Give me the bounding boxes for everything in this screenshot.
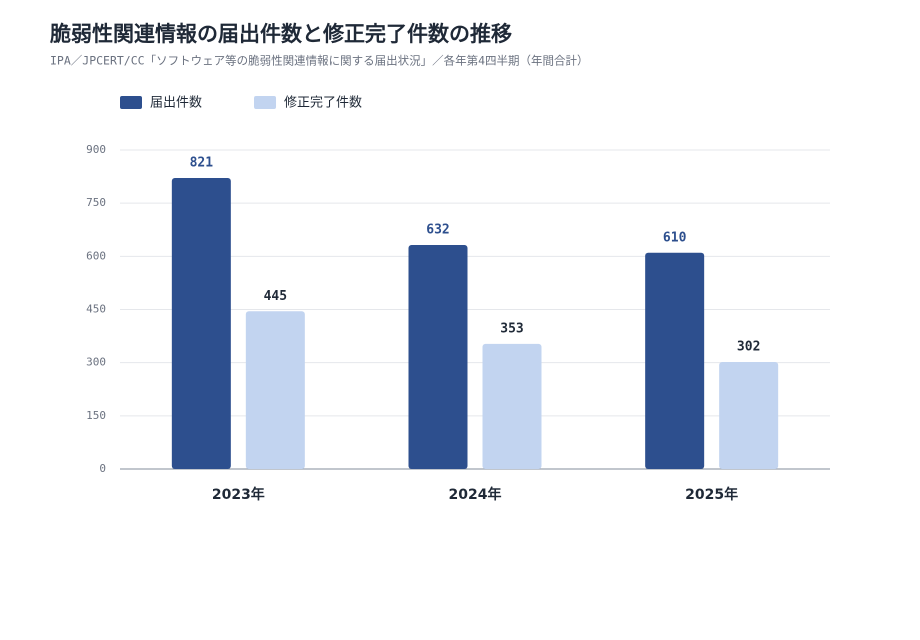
y-tick-label: 150: [86, 409, 106, 422]
y-tick-label: 900: [86, 143, 106, 156]
bar: [245, 311, 305, 469]
legend-swatch: [120, 96, 142, 109]
x-tick-label: 2024年: [449, 486, 502, 503]
bar: [645, 252, 705, 469]
bar: [408, 244, 468, 469]
value-label: 445: [264, 289, 287, 304]
x-tick-label: 2025年: [685, 486, 738, 503]
value-label: 821: [190, 156, 214, 171]
legend-label: 届出件数: [150, 96, 202, 111]
bar: [482, 343, 542, 469]
value-label: 610: [663, 230, 687, 245]
x-tick-label: 2023年: [212, 486, 265, 503]
bar: [171, 178, 231, 470]
legend-swatch: [254, 96, 277, 109]
legend-label: 修正完了件数: [284, 96, 362, 111]
bar: [719, 361, 779, 469]
value-label: 632: [426, 222, 449, 237]
value-label: 302: [737, 339, 760, 354]
y-tick-label: 750: [86, 196, 106, 209]
chart-subtitle: IPA／JPCERT/CC「ソフトウェア等の脆弱性関連情報に関する届出状況」／各…: [50, 54, 589, 68]
y-tick-label: 300: [86, 356, 106, 369]
y-tick-label: 0: [99, 462, 106, 475]
value-label: 353: [500, 321, 523, 336]
y-tick-label: 600: [86, 249, 106, 262]
y-tick-label: 450: [86, 303, 106, 316]
chart-title: 脆弱性関連情報の届出件数と修正完了件数の推移: [50, 22, 512, 46]
